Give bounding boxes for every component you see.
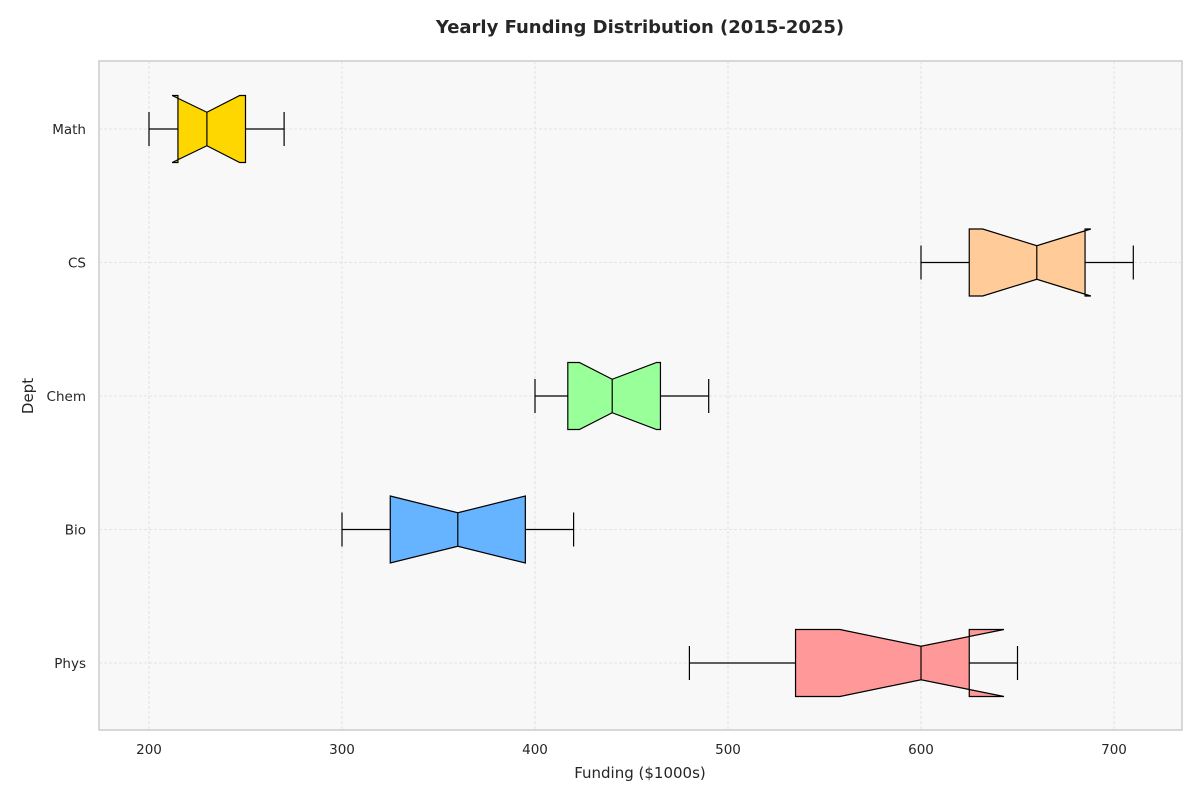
y-tick-label-bio: Bio [65, 523, 86, 539]
box-chem [534, 361, 710, 431]
notched-box [968, 228, 1092, 297]
x-tick-label: 700 [1101, 742, 1127, 758]
notched-box [171, 94, 247, 164]
box-bio [341, 495, 575, 564]
x-tick-label: 200 [136, 742, 162, 758]
box-cs [920, 228, 1134, 297]
box-math [148, 94, 285, 164]
y-tick-label-chem: Chem [47, 389, 86, 405]
x-tick-label: 300 [329, 742, 355, 758]
y-tick-label-phys: Phys [54, 656, 86, 672]
notched-box [567, 361, 662, 431]
chart-title: Yearly Funding Distribution (2015-2025) [435, 17, 844, 38]
notched-box [794, 628, 1005, 698]
x-tick-label: 400 [522, 742, 548, 758]
x-ticks: 200 300 400 500 600 700 [136, 742, 1127, 758]
y-axis-label: Dept [19, 378, 37, 414]
box-phys [688, 628, 1019, 698]
boxes [148, 94, 1134, 698]
y-ticks: Phys Bio Chem CS Math [47, 122, 86, 672]
x-axis-label: Funding ($1000s) [574, 764, 706, 782]
y-tick-label-cs: CS [68, 256, 86, 272]
y-tick-label-math: Math [52, 122, 86, 138]
x-tick-label: 500 [715, 742, 741, 758]
x-tick-label: 600 [908, 742, 934, 758]
